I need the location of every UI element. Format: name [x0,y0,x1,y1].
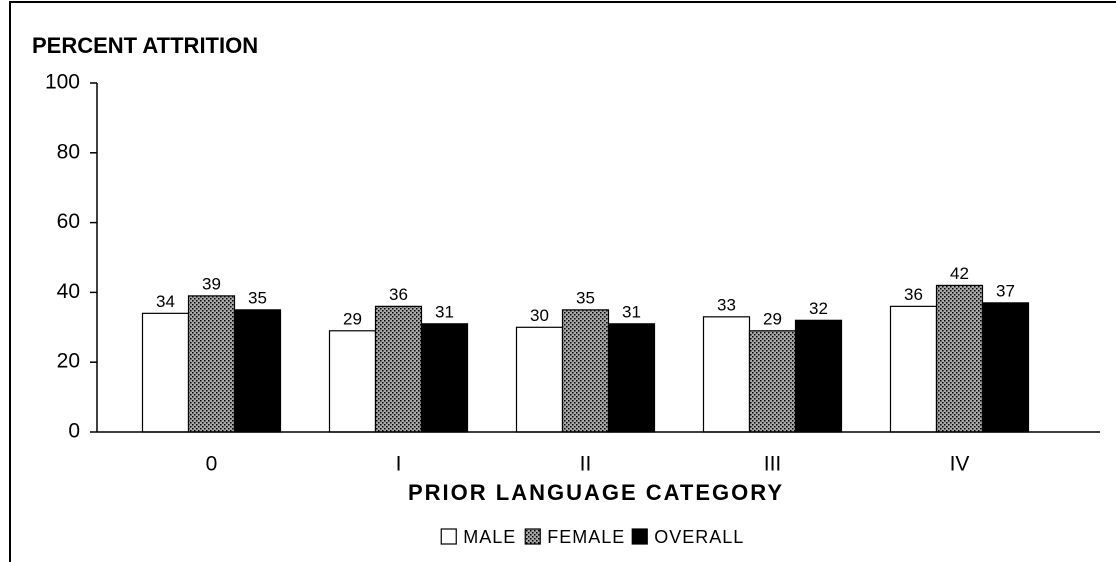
bar [328,330,377,433]
legend-swatch [524,528,541,545]
legend-label: FEMALE [547,527,625,547]
legend-swatch [440,528,457,545]
bar [748,330,797,433]
bar [935,284,984,433]
bar [561,309,610,433]
bar [420,323,469,433]
bar [981,302,1030,433]
value-label: 29 [763,309,782,328]
value-label: 32 [809,299,828,318]
value-label: 37 [996,281,1015,300]
y-tick-label: 80 [57,140,80,163]
value-label: 29 [343,309,362,328]
value-label: 31 [435,302,454,321]
chart-title: PERCENT ATTRITION [32,33,258,58]
x-tick-label: II [580,453,592,476]
legend-label: OVERALL [654,527,744,547]
value-label: 36 [904,285,923,304]
y-tick-label: 40 [57,280,80,303]
value-label: 35 [576,288,595,307]
value-label: 33 [717,295,736,314]
value-label: 42 [950,264,969,283]
frame [9,1,1116,562]
value-label: 31 [622,302,641,321]
y-tick-label: 0 [68,420,80,443]
y-tick-label: 100 [45,71,80,94]
value-label: 30 [530,306,549,325]
bar [607,323,656,433]
bar [794,319,843,433]
value-label: 34 [156,292,175,311]
bar [233,309,282,433]
x-tick-label: I [396,453,402,476]
x-tick-label: III [764,453,782,476]
value-label: 36 [389,285,408,304]
bar [374,305,423,433]
bar [889,305,938,433]
x-tick-label: 0 [206,453,218,476]
legend-label: MALE [463,527,516,547]
bar [515,326,564,433]
y-tick-label: 20 [57,350,80,373]
legend-swatch [631,528,648,545]
x-axis-title: PRIOR LANGUAGE CATEGORY [408,480,784,505]
value-label: 39 [202,274,221,293]
bar [187,295,236,433]
x-tick-label: IV [950,453,970,476]
bar [141,312,190,433]
bar [702,316,751,433]
y-tick-label: 60 [57,210,80,233]
value-label: 35 [248,288,267,307]
